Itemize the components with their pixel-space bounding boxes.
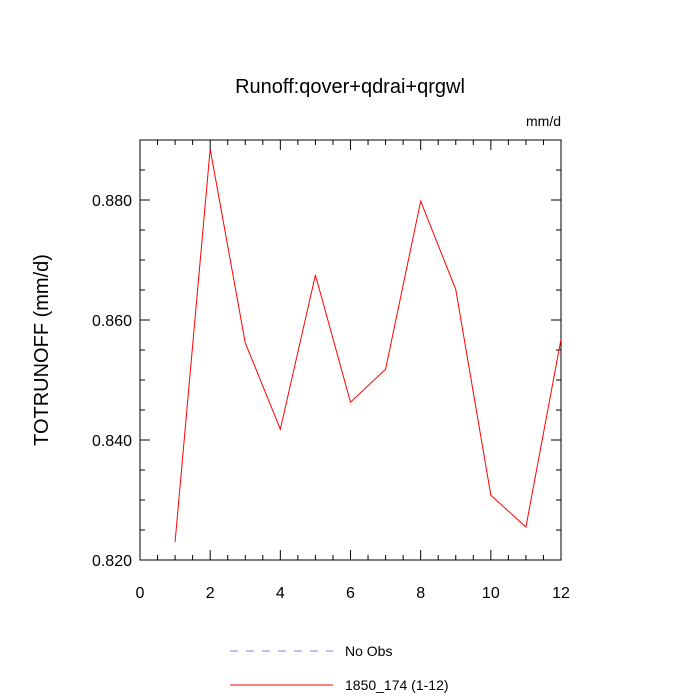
x-tick-label: 10 (482, 585, 500, 602)
y-tick-label: 0.820 (92, 553, 132, 570)
series-line (174, 148, 562, 543)
legend-label: 1850_174 (1-12) (345, 677, 449, 693)
legend-label: No Obs (345, 643, 392, 659)
y-axis-label: TOTRUNOFF (mm/d) (31, 254, 53, 446)
x-tick-label: 4 (276, 585, 285, 602)
y-tick-label: 0.880 (92, 193, 132, 210)
legend: No Obs 1850_174 (1-12) (230, 643, 449, 693)
units-label: mm/d (526, 113, 561, 129)
chart-title: Runoff:qover+qdrai+qrgwl (235, 76, 465, 98)
plot-frame (139, 139, 562, 561)
x-tick-label: 0 (136, 585, 145, 602)
plot-area: 0 2 4 6 8 10 12 0.820 0.840 0.860 0.880 (92, 139, 570, 602)
x-tick-label: 8 (416, 585, 425, 602)
x-tick-label: 6 (346, 585, 355, 602)
x-tick-label: 2 (206, 585, 215, 602)
x-tick-label: 12 (552, 585, 570, 602)
y-tick-label: 0.860 (92, 313, 132, 330)
y-tick-label: 0.840 (92, 433, 132, 450)
